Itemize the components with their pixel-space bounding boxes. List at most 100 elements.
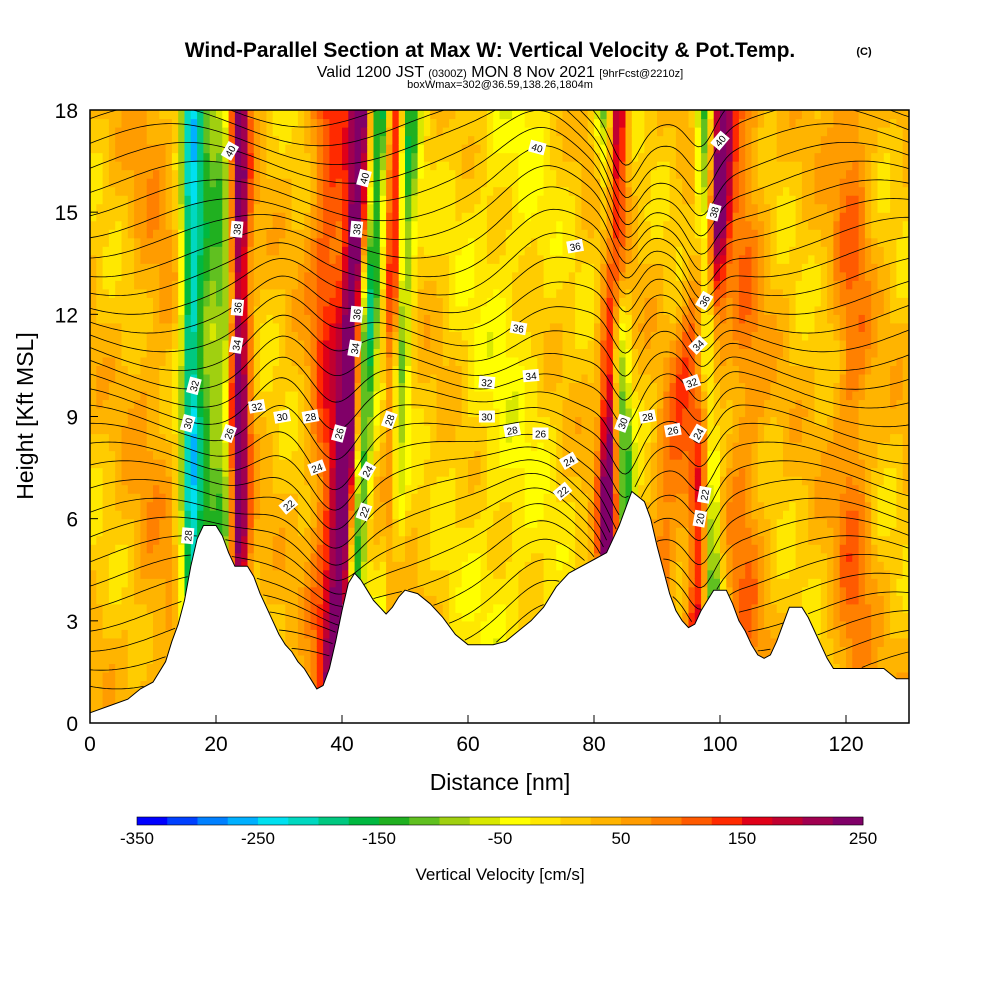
velocity-cell: [436, 407, 444, 418]
velocity-cell: [367, 186, 375, 196]
velocity-cell: [90, 612, 97, 622]
velocity-cell: [102, 510, 110, 520]
velocity-cell: [247, 425, 255, 435]
velocity-cell: [90, 561, 97, 571]
velocity-cell: [505, 203, 513, 213]
velocity-cell: [474, 373, 482, 384]
velocity-cell: [90, 637, 97, 647]
velocity-cell: [379, 425, 387, 435]
velocity-cell: [493, 586, 501, 596]
velocity-cell: [549, 314, 557, 324]
velocity-cell: [102, 390, 110, 401]
velocity-cell: [360, 288, 368, 298]
velocity-cell: [197, 212, 204, 222]
velocity-cell: [146, 501, 154, 511]
velocity-cell: [96, 237, 104, 247]
velocity-cell: [96, 373, 104, 384]
velocity-cell: [329, 552, 337, 562]
velocity-cell: [417, 254, 425, 264]
velocity-cell: [449, 578, 456, 588]
velocity-cell: [562, 365, 570, 375]
velocity-cell: [329, 127, 337, 137]
velocity-cell: [323, 425, 330, 435]
velocity-cell: [171, 263, 179, 273]
velocity-cell: [272, 459, 280, 469]
velocity-cell: [165, 629, 173, 639]
velocity-cell: [209, 425, 217, 435]
velocity-cell: [436, 178, 444, 188]
velocity-cell: [499, 144, 507, 154]
velocity-cell: [417, 450, 425, 460]
velocity-cell: [549, 459, 557, 469]
velocity-cell: [260, 501, 267, 511]
velocity-cell: [594, 110, 601, 120]
velocity-cell: [316, 135, 324, 145]
velocity-cell: [405, 237, 412, 247]
velocity-cell: [291, 237, 299, 247]
velocity-cell: [335, 152, 343, 162]
velocity-cell: [461, 229, 469, 239]
velocity-cell: [392, 365, 400, 375]
velocity-cell: [266, 442, 274, 452]
velocity-cell: [430, 552, 438, 562]
velocity-cell: [455, 169, 463, 179]
velocity-cell: [260, 229, 267, 239]
velocity-cell: [556, 288, 564, 298]
velocity-cell: [253, 501, 261, 511]
velocity-cell: [272, 382, 280, 392]
velocity-cell: [518, 212, 526, 222]
velocity-cell: [474, 314, 482, 324]
velocity-cell: [102, 595, 110, 605]
velocity-cell: [354, 212, 362, 222]
velocity-cell: [228, 203, 236, 213]
velocity-cell: [575, 263, 582, 273]
velocity-cell: [480, 186, 488, 196]
velocity-cell: [512, 305, 519, 315]
velocity-cell: [543, 110, 551, 120]
velocity-cell: [411, 263, 419, 273]
velocity-cell: [575, 135, 582, 145]
velocity-cell: [486, 425, 494, 435]
velocity-cell: [405, 220, 412, 230]
velocity-cell: [461, 186, 469, 196]
velocity-cell: [461, 433, 469, 443]
velocity-cell: [367, 237, 375, 247]
velocity-cell: [241, 552, 249, 562]
velocity-cell: [291, 195, 299, 205]
velocity-cell: [165, 544, 173, 554]
velocity-cell: [96, 467, 104, 477]
velocity-cell: [253, 195, 261, 205]
velocity-cell: [241, 237, 249, 247]
velocity-cell: [260, 297, 267, 307]
velocity-cell: [543, 416, 551, 426]
velocity-cell: [178, 144, 186, 154]
velocity-cell: [354, 237, 362, 247]
velocity-cell: [411, 442, 419, 452]
velocity-cell: [594, 118, 601, 128]
subtitle-forecast: [9hrFcst@2210z]: [599, 68, 683, 80]
velocity-cell: [474, 280, 482, 290]
velocity-cell: [310, 254, 318, 264]
velocity-cell: [197, 237, 204, 247]
velocity-cell: [568, 331, 576, 341]
velocity-cell: [587, 263, 595, 273]
velocity-cell: [461, 203, 469, 213]
velocity-cell: [335, 476, 343, 486]
velocity-cell: [260, 161, 267, 171]
velocity-cell: [146, 203, 154, 213]
velocity-cell: [102, 527, 110, 537]
velocity-cell: [165, 425, 173, 435]
velocity-cell: [600, 220, 608, 230]
velocity-cell: [568, 288, 576, 298]
velocity-cell: [140, 186, 148, 196]
velocity-cell: [499, 629, 507, 639]
velocity-cell: [436, 186, 444, 196]
velocity-cell: [146, 246, 154, 256]
velocity-cell: [190, 271, 198, 281]
velocity-cell: [285, 169, 293, 179]
velocity-cell: [360, 305, 368, 315]
velocity-cell: [392, 450, 400, 460]
velocity-cell: [556, 152, 564, 162]
velocity-cell: [493, 433, 501, 443]
velocity-cell: [474, 331, 482, 341]
